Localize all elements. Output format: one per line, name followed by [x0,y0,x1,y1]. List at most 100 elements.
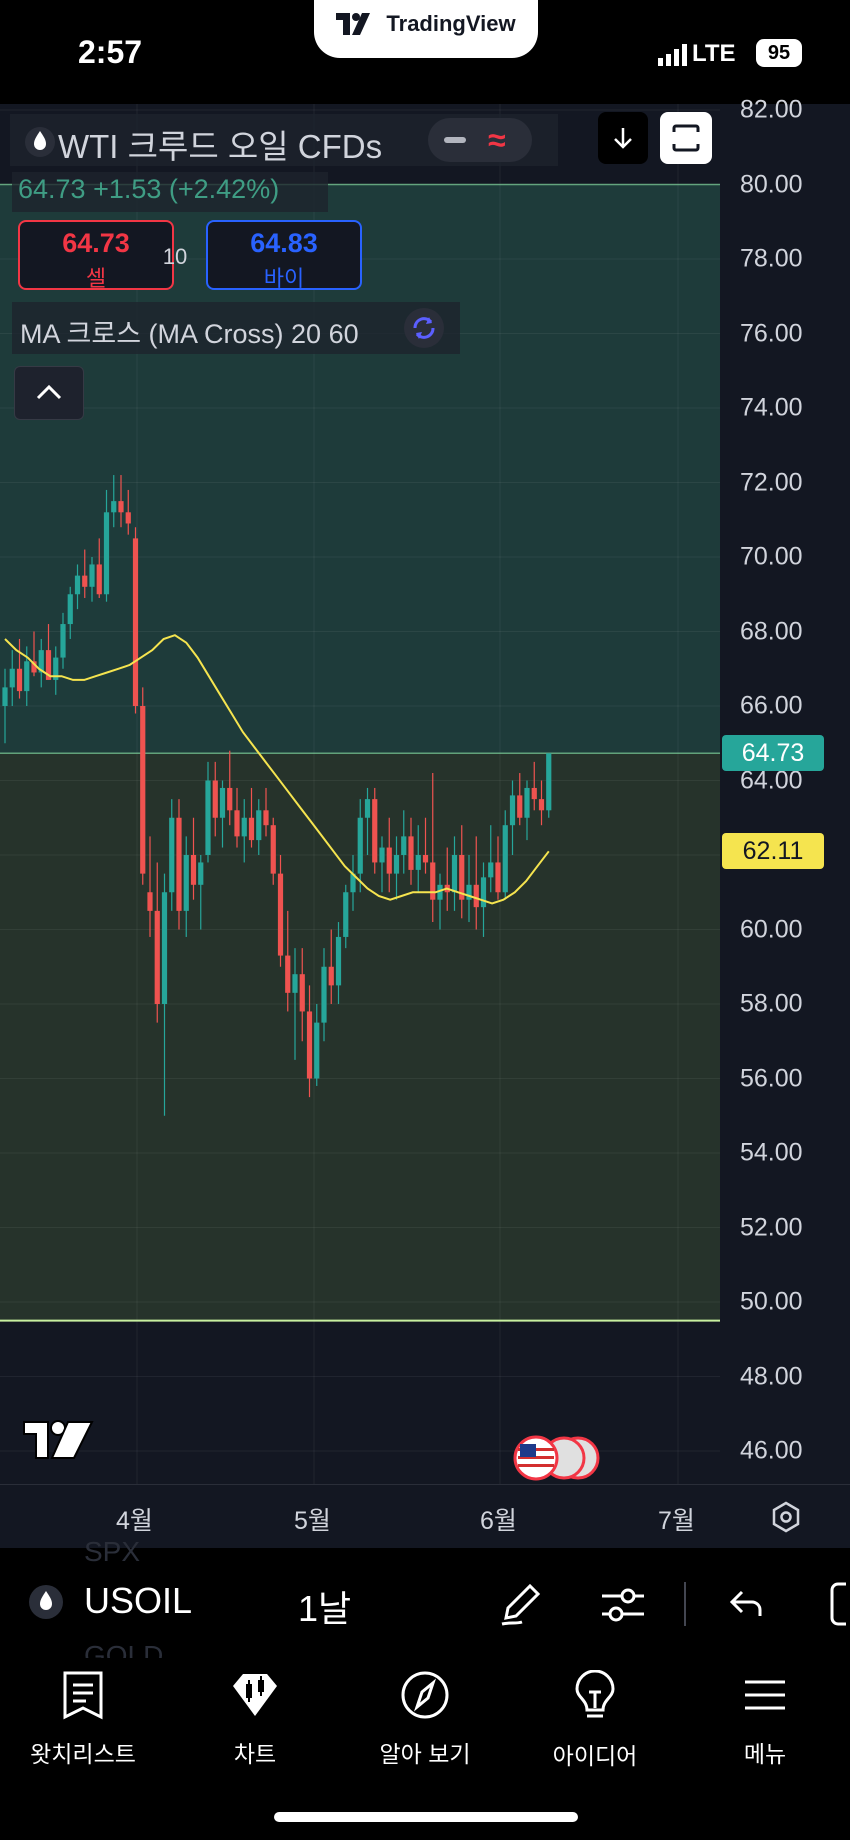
nav-explore[interactable]: 알아 보기 [350,1670,500,1769]
candle-body [219,787,226,818]
price-tick: 70.00 [740,542,803,571]
candle-body [147,892,153,911]
candle-body [183,855,189,911]
candle-body [335,936,342,986]
candle-body [357,817,363,874]
idea-icon [575,1669,615,1718]
download-button[interactable] [598,112,648,164]
candle-body [103,512,110,595]
price-axis[interactable]: 82.00 80.00 78.00 76.00 74.00 72.00 70.00 68.00… [720,96,850,1484]
time-axis[interactable]: 4월 5월 6월 7월 [0,1484,850,1549]
candle-body [502,825,508,893]
price-tick: 46.00 [740,1436,803,1465]
candle-body [459,855,465,900]
undo-icon[interactable] [728,1586,764,1622]
candle-body [343,892,349,937]
candle-body [321,966,327,1023]
indicator-label[interactable]: MA 크로스 (MA Cross) 20 60 [20,319,359,349]
fullscreen-button[interactable] [660,112,712,164]
arrow-down-icon [614,128,632,149]
time-label-may: 5월 [294,1507,331,1535]
price-tick: 74.00 [740,393,803,422]
indicator-settings-icon[interactable] [600,1584,646,1626]
scroll-symbol-above: SPX [84,1536,141,1567]
candle-body [538,799,545,811]
candle-body [379,847,385,863]
us-flag-icon [513,1435,600,1481]
candle-body [306,1011,313,1079]
chart-type-toggle[interactable]: ≈ [428,118,532,162]
candle-body [495,862,501,893]
nav-ideas[interactable]: 아이디어 [520,1669,670,1771]
price-tick: 76.00 [740,319,803,347]
candle-body [248,817,255,841]
indicator-panel [12,302,460,354]
symbol-selector[interactable]: USOIL [84,1580,193,1621]
price-tick: 54.00 [740,1138,803,1167]
candle-body [509,795,516,826]
candle-body [161,892,168,1004]
watchlist-icon [63,1671,103,1720]
buy-button[interactable]: 64.83 바이 [206,220,362,291]
candle-body [430,862,436,900]
candle-body [140,706,146,874]
symbol-oil-icon [29,1585,63,1619]
price-tick: 56.00 [740,1064,803,1092]
nav-label-watchlist: 왓치리스트 [30,1741,136,1767]
candle-body [198,862,204,885]
tradingview-badge: TradingView [314,0,538,58]
candle-body [2,687,8,706]
candle-body [132,538,139,706]
indicator-refresh-button[interactable] [404,308,444,348]
nav-label-chart: 차트 [233,1741,277,1767]
interval-selector[interactable]: 1날 [298,1588,352,1629]
candle-body [451,855,458,893]
price-tick: 72.00 [740,468,803,496]
spread-value: 10 [162,244,188,269]
candle-body [227,787,233,811]
candle-body [169,817,175,893]
candle-body [190,855,197,885]
candle-body [38,650,44,673]
candle-body [118,501,124,513]
candle-body [531,787,537,800]
economic-events-marker[interactable] [512,1434,602,1482]
candle-body [205,780,211,855]
candle-body [74,575,81,595]
candle-body [53,657,59,680]
settings-hexagon-icon[interactable] [770,1501,802,1533]
sell-price: 64.73 [62,228,130,258]
time-label-jul: 7월 [658,1507,695,1535]
layout-icon[interactable] [826,1580,850,1628]
buy-label: 바이 [263,266,305,291]
candle-body [176,817,182,911]
candle-body [473,884,479,908]
candle-body [299,974,305,1012]
time-label-jun: 6월 [480,1507,517,1535]
nav-chart[interactable]: 차트 [180,1670,330,1769]
candle-body [270,825,276,874]
tradingview-watermark-icon [23,1420,94,1459]
symbol-title[interactable]: WTI 크루드 오일 CFDs [58,128,383,165]
sell-button[interactable]: 64.73 셀 [18,220,174,291]
candle-body [285,955,291,993]
candle-body [154,910,160,1004]
candle-body [24,661,30,692]
candle-body [372,799,378,863]
minus-icon [444,137,466,143]
price-tick: 82.00 [740,95,803,124]
toolbar-divider [684,1582,686,1626]
candle-body [393,855,400,874]
compass-icon [401,1671,449,1719]
sell-label: 셀 [85,266,107,291]
nav-menu[interactable]: 메뉴 [690,1670,840,1769]
candle-body [517,795,523,818]
current-price-label: 64.73 [722,735,824,772]
candle-body [422,855,429,863]
candle-body [546,753,552,811]
collapse-legend-button[interactable] [14,366,84,420]
drawing-pen-icon[interactable] [496,1580,544,1628]
nav-watchlist[interactable]: 왓치리스트 [8,1670,158,1769]
price-tick: 66.00 [740,691,803,720]
candle-body [466,884,472,900]
